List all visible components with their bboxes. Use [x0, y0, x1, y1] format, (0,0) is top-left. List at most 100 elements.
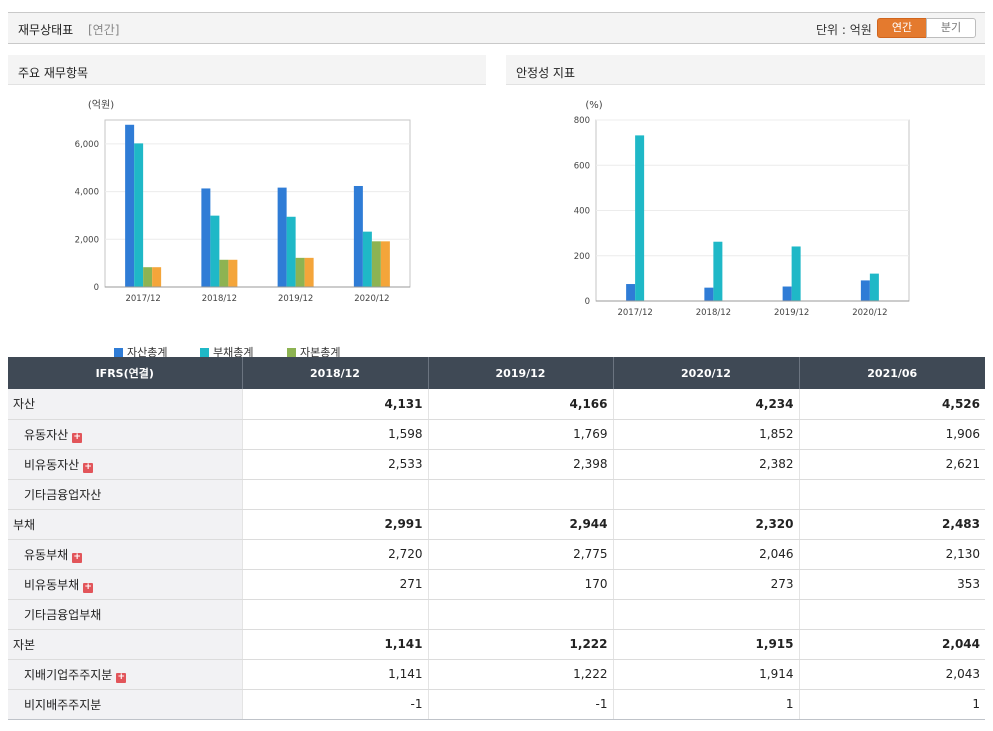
bar	[860, 280, 870, 301]
cell-value: -1	[427, 689, 613, 720]
row-label-text: 유동자산	[24, 427, 69, 442]
balance-sheet-table: IFRS(연결) 2018/12 2019/12 2020/12 2021/06…	[8, 357, 985, 720]
cell-value: 1,915	[612, 629, 799, 660]
expand-icon[interactable]: +	[116, 671, 127, 683]
cell-value: 2,130	[798, 539, 985, 570]
expand-icon[interactable]: +	[83, 581, 94, 593]
header-ifrs: IFRS(연결)	[8, 357, 242, 389]
row-label-text: 부채	[13, 517, 36, 532]
table-row-assets: 자산 4,131 4,166 4,234 4,526	[8, 389, 985, 420]
cell-value: 1,141	[241, 659, 428, 690]
legend-label: 자산총계	[127, 346, 168, 359]
header-2020: 2020/12	[612, 357, 799, 389]
bar	[210, 215, 220, 287]
y-tick-label: 600	[574, 161, 590, 171]
cell-value: 1	[798, 689, 985, 720]
table-row-noncurrent-assets: 비유동자산 +2,533 2,398 2,382 2,621	[8, 449, 985, 480]
cell-value: 2,043	[798, 659, 985, 690]
table-row-noncontrolling-equity: 비지배주주지분 -1 -1 1 1	[8, 689, 985, 720]
bar	[635, 135, 645, 301]
tab-annual[interactable]: 연간	[877, 18, 927, 38]
table-row-equity: 자본 1,141 1,222 1,915 2,044	[8, 629, 985, 660]
y-tick-label: 4,000	[75, 188, 99, 198]
bar	[704, 287, 714, 301]
bar	[353, 185, 363, 287]
x-tick-label: 2018/12	[202, 294, 237, 304]
y-tick-label: 200	[574, 252, 590, 262]
row-label-text: 비유동부채	[24, 577, 80, 592]
cell-value: 2,720	[241, 539, 428, 570]
row-label: 기타금융업자산	[8, 479, 242, 510]
bar	[371, 241, 381, 287]
cell-value: 2,533	[241, 449, 428, 480]
bar	[134, 143, 144, 287]
x-tick-label: 2019/12	[278, 294, 313, 304]
bar	[277, 187, 287, 287]
cell-value: 1,222	[427, 629, 613, 660]
cell-value: 4,234	[612, 389, 799, 420]
row-label[interactable]: 지배기업주주지분 +	[8, 659, 242, 690]
cell-value: 1,598	[241, 419, 428, 450]
cell-value: 353	[798, 569, 985, 600]
table-row-other-financial-assets: 기타금융업자산	[8, 479, 985, 510]
bar	[304, 257, 314, 287]
table-row-other-financial-liabilities: 기타금융업부채	[8, 599, 985, 630]
y-tick-label: 0	[585, 297, 590, 307]
legend-item[interactable]: 부채총계	[200, 344, 253, 360]
cell-value: 2,991	[241, 509, 428, 540]
stability-chart: 0 200 400 600 800 (%) 2017/12 2018/12 2019/12 202…	[574, 100, 910, 318]
legend-label: 자본총계	[300, 346, 341, 359]
row-label: 비지배주주지분	[8, 689, 242, 720]
row-label[interactable]: 비유동부채 +	[8, 569, 242, 600]
table-row-controlling-equity: 지배기업주주지분 +1,141 1,222 1,914 2,043	[8, 659, 985, 690]
cell-value: 2,398	[427, 449, 613, 480]
row-label-text: 비지배주주지분	[24, 697, 102, 712]
expand-icon[interactable]: +	[72, 431, 83, 443]
expand-icon[interactable]: +	[72, 551, 83, 563]
bar	[228, 259, 238, 287]
stability-panel: 안정성 지표 0 200 400 600 800 (%) 2017/12 2018/12 201…	[506, 55, 985, 373]
cell-value: 2,044	[798, 629, 985, 660]
bar	[152, 267, 162, 287]
legend-item[interactable]: 자산총계	[114, 344, 167, 360]
key-financials-chart: 0 2,000 4,000 6,000 (억원) 2017/12 2018/12 2019/1…	[75, 99, 411, 304]
y-axis-label: (%)	[585, 100, 602, 111]
table-row-liabilities: 부채 2,991 2,944 2,320 2,483	[8, 509, 985, 540]
legend-swatch	[200, 348, 209, 357]
statement-header: 재무상태표 [연간] 단위 : 억원 연간 분기	[8, 12, 985, 44]
y-tick-label: 0	[94, 283, 99, 293]
cell-value: 4,166	[427, 389, 613, 420]
cell-value	[427, 479, 613, 510]
key-financials-panel: 주요 재무항목 0 2,000 4,000 6,000 (억원) 2017/12 2018/…	[8, 55, 486, 373]
row-label: 기타금융업부채	[8, 599, 242, 630]
bar	[125, 124, 135, 287]
row-label[interactable]: 유동자산 +	[8, 419, 242, 450]
tab-quarter[interactable]: 분기	[926, 18, 976, 38]
table-row-current-assets: 유동자산 +1,598 1,769 1,852 1,906	[8, 419, 985, 450]
row-label-text: 자산	[13, 397, 36, 412]
x-tick-label: 2020/12	[852, 308, 887, 318]
y-axis-label: (억원)	[88, 99, 114, 111]
cell-value: 2,046	[612, 539, 799, 570]
cell-value: 1,769	[427, 419, 613, 450]
row-label-text: 지배기업주주지분	[24, 667, 113, 682]
row-label[interactable]: 비유동자산 +	[8, 449, 242, 480]
legend-label: 부채총계	[213, 346, 254, 359]
x-tick-label: 2017/12	[617, 308, 652, 318]
cell-value: 2,621	[798, 449, 985, 480]
cell-value	[612, 479, 799, 510]
table-row-current-liabilities: 유동부채 +2,720 2,775 2,046 2,130	[8, 539, 985, 570]
row-label-text: 자본	[13, 637, 36, 652]
expand-icon[interactable]: +	[83, 461, 94, 473]
legend-item[interactable]: 자본총계	[287, 344, 340, 360]
row-label-text: 기타금융업자산	[24, 487, 102, 502]
cell-value: 2,775	[427, 539, 613, 570]
row-label[interactable]: 유동부채 +	[8, 539, 242, 570]
bar	[380, 241, 390, 287]
period-subtitle: [연간]	[88, 23, 120, 37]
cell-value	[798, 599, 985, 630]
bar	[201, 188, 211, 287]
bar	[626, 284, 636, 301]
bar	[286, 216, 296, 287]
page-title: 재무상태표	[18, 23, 74, 37]
